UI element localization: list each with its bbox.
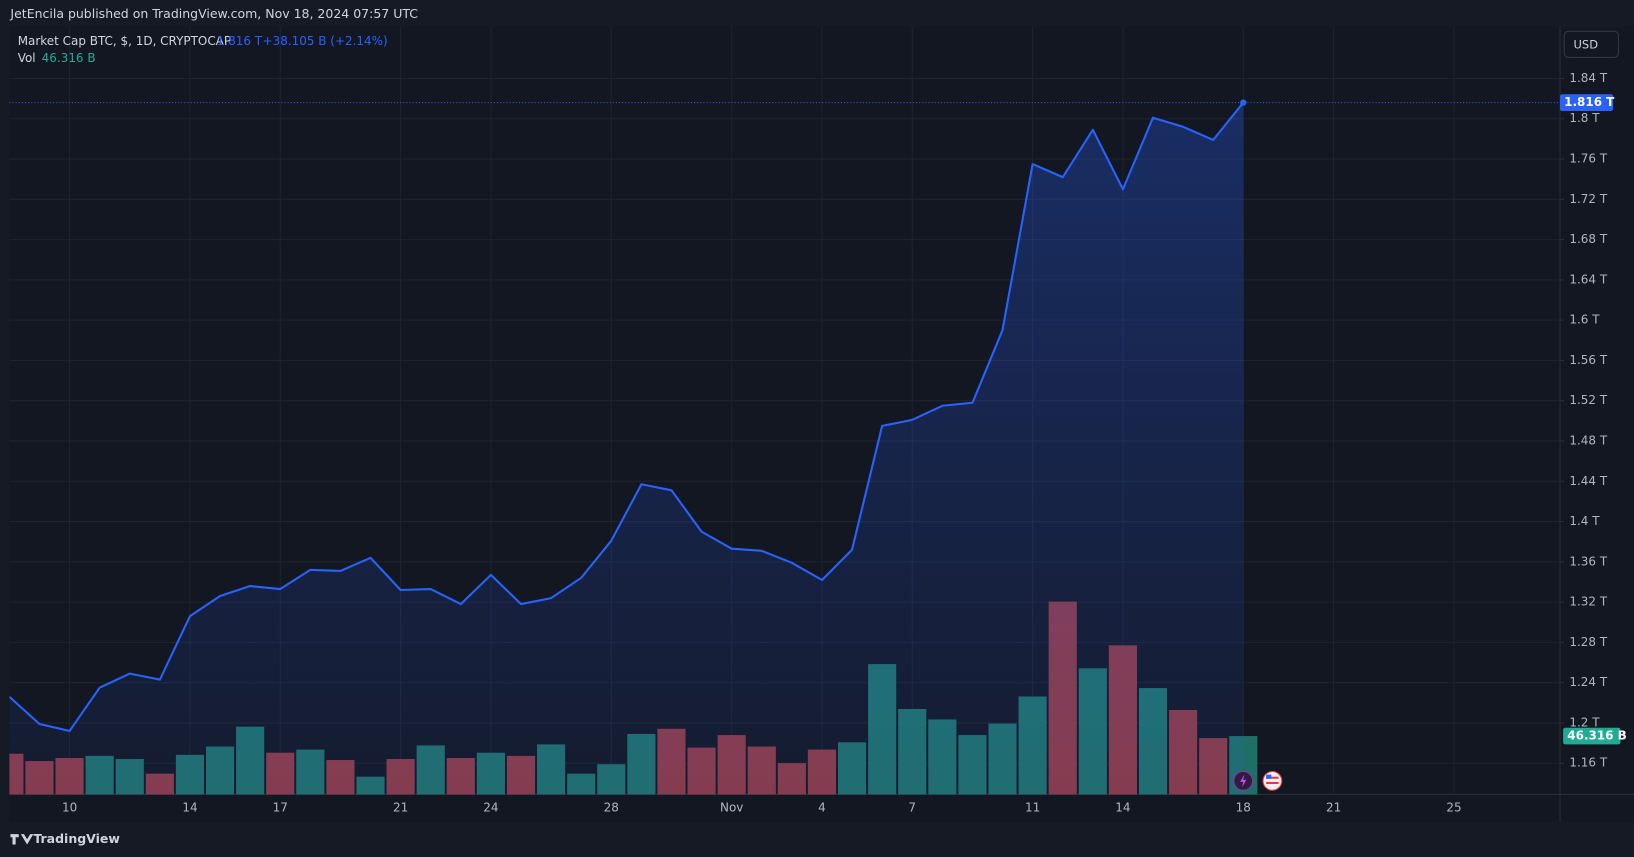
event-icon-bolt [1240, 774, 1247, 788]
legend-vol-last: 46.316 B [42, 51, 96, 65]
header-text: JetEncila published on TradingView.com, … [9, 6, 418, 21]
y-tick-label: 1.6 T [1569, 313, 1600, 327]
area-fill [9, 102, 1244, 795]
x-tick-label: 11 [1025, 800, 1040, 814]
legend-change: +38.105 B (+2.14%) [263, 34, 388, 48]
legend-last: 1.816 T [217, 34, 263, 48]
y-tick-label: 1.28 T [1569, 635, 1607, 649]
legend-symbol: Market Cap BTC, $, 1D, CRYPTOCAP [18, 34, 231, 48]
x-tick-label: 18 [1236, 800, 1251, 814]
y-tick-label: 1.52 T [1569, 393, 1607, 407]
x-tick-label: 14 [1115, 800, 1130, 814]
axes: 1.16 T 1.2 T 1.24 T 1.28 T 1.32 T 1.36 T 1.4 T… [62, 71, 1627, 815]
x-tick-label: 4 [818, 800, 826, 814]
x-tick-label: 21 [393, 800, 408, 814]
x-tick-label: 10 [62, 800, 77, 814]
y-tick-label: 1.72 T [1569, 192, 1607, 206]
flag-stripe [1266, 781, 1279, 785]
volume-badge [1563, 727, 1621, 745]
flag-canton [1266, 774, 1272, 779]
y-tick-label: 1.44 T [1569, 474, 1607, 488]
y-tick-label: 1.48 T [1569, 433, 1607, 447]
y-tick-label: 1.24 T [1569, 675, 1607, 689]
y-tick-label: 1.68 T [1569, 232, 1607, 246]
y-tick-label: 1.64 T [1569, 272, 1607, 286]
x-tick-label: 28 [604, 800, 619, 814]
currency-label[interactable]: USD [1574, 37, 1599, 51]
x-tick-label: 25 [1446, 800, 1461, 814]
x-tick-label: 14 [182, 800, 197, 814]
currency-button[interactable] [1563, 30, 1619, 58]
x-tick-label: 17 [273, 800, 288, 814]
y-tick-label: 1.84 T [1569, 71, 1607, 85]
legend-vol: Vol [18, 51, 36, 65]
plot [9, 99, 1258, 795]
price-badge [1560, 94, 1614, 111]
y-tick-label: 1.4 T [1569, 514, 1600, 528]
economic-icon[interactable] [1262, 770, 1283, 791]
x-tick-label: 24 [483, 800, 498, 814]
y-tick-label: 1.76 T [1569, 152, 1607, 166]
y-tick-label: 1.32 T [1569, 595, 1607, 609]
x-tick-label: 7 [908, 800, 916, 814]
y-tick-label: 1.36 T [1569, 554, 1607, 568]
x-tick-label: 21 [1326, 800, 1341, 814]
x-tick-label: Nov [720, 800, 743, 814]
y-tick-label: 1.16 T [1569, 756, 1607, 770]
footer-logo [10, 834, 34, 845]
price-axis [1560, 27, 1634, 822]
price-line [9, 101, 1245, 732]
footer-text: TradingView [33, 831, 120, 846]
price-badge-label: 1.816 T [1564, 95, 1615, 109]
volume-badge-label: 46.316 B [1567, 729, 1626, 743]
flag-stripe [1266, 776, 1279, 779]
last-point [1240, 99, 1247, 106]
y-tick-label: 1.2 T [1569, 715, 1600, 729]
y-tick-label: 1.8 T [1569, 111, 1600, 125]
y-tick-label: 1.56 T [1569, 353, 1607, 367]
